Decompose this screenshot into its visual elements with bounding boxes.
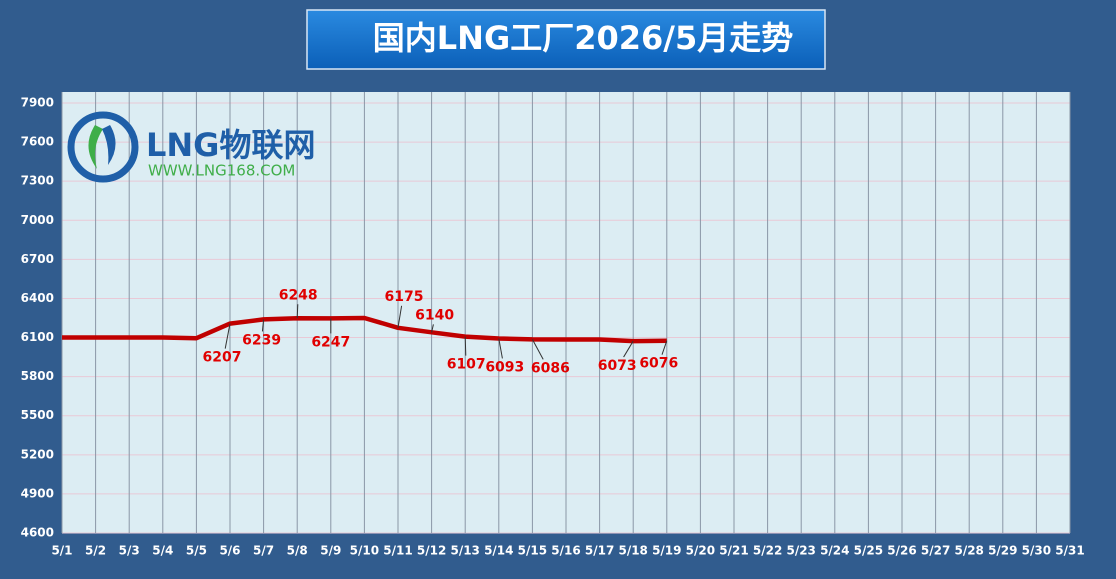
- x-tick-label: 5/6: [219, 544, 240, 558]
- data-label: 6239: [242, 332, 281, 348]
- logo-url: WWW.LNG168.COM: [148, 162, 295, 180]
- data-label: 6093: [485, 359, 524, 375]
- x-tick-label: 5/24: [820, 544, 849, 558]
- leader-line: [397, 305, 403, 328]
- x-tick-label: 5/16: [551, 544, 580, 558]
- series-line: [62, 315, 667, 344]
- logo-ring: [67, 111, 139, 183]
- x-tick-label: 5/18: [618, 544, 647, 558]
- data-label: 6175: [385, 289, 424, 305]
- leader-line: [296, 304, 299, 319]
- leader-line: [431, 324, 434, 333]
- y-tick-label: 7600: [21, 135, 54, 149]
- x-tick-label: 5/31: [1055, 544, 1084, 558]
- data-label: 6247: [311, 334, 350, 350]
- x-tick-label: 5/14: [484, 544, 513, 558]
- leader-line: [498, 338, 503, 359]
- x-tick-label: 5/20: [686, 544, 715, 558]
- x-tick-label: 5/22: [753, 544, 782, 558]
- data-label: 6073: [598, 358, 637, 374]
- leader-line: [623, 340, 634, 358]
- x-tick-label: 5/10: [350, 544, 379, 558]
- data-label: 6207: [203, 350, 242, 366]
- x-tick-label: 5/27: [921, 544, 950, 558]
- x-tick-label: 5/3: [119, 544, 140, 558]
- x-tick-label: 5/30: [1022, 544, 1051, 558]
- x-tick-label: 5/12: [417, 544, 446, 558]
- y-tick-label: 5200: [21, 447, 54, 461]
- x-tick-label: 5/23: [786, 544, 815, 558]
- x-tick-label: 5/19: [652, 544, 681, 558]
- x-tick-label: 5/15: [518, 544, 547, 558]
- x-tick-label: 5/28: [954, 544, 983, 558]
- data-label: 6107: [447, 357, 486, 373]
- data-label: 6140: [415, 307, 454, 323]
- data-label: 6248: [279, 287, 318, 303]
- leader-line: [661, 340, 668, 355]
- y-tick-label: 7300: [21, 174, 54, 188]
- leader-line: [224, 323, 231, 349]
- leader-line: [464, 336, 467, 356]
- x-tick-label: 5/9: [320, 544, 341, 558]
- x-tick-label: 5/13: [450, 544, 479, 558]
- logo-leaf: [102, 125, 116, 165]
- x-tick-label: 5/26: [887, 544, 916, 558]
- x-tick-label: 5/5: [186, 544, 207, 558]
- logo-leaf: [88, 125, 103, 169]
- logo-text: LNG物联网: [146, 126, 315, 164]
- x-tick-label: 5/8: [287, 544, 308, 558]
- x-tick-label: 5/11: [383, 544, 412, 558]
- x-tick-label: 5/2: [85, 544, 106, 558]
- y-tick-label: 4900: [21, 486, 54, 500]
- chart-title: 国内LNG工厂2026/5月走势: [373, 19, 793, 57]
- grid: [61, 92, 1071, 534]
- y-tick-label: 5800: [21, 369, 54, 383]
- x-tick-label: 5/17: [585, 544, 614, 558]
- y-tick-label: 6100: [21, 330, 54, 344]
- y-tick-label: 7000: [21, 213, 54, 227]
- y-tick-label: 4600: [21, 526, 54, 540]
- leader-line: [531, 339, 544, 360]
- data-label: 6086: [531, 360, 570, 376]
- logo: LNG物联网 WWW.LNG168.COM: [67, 111, 315, 183]
- x-tick-label: 5/1: [51, 544, 72, 558]
- x-tick-label: 5/21: [719, 544, 748, 558]
- x-tick-label: 5/4: [152, 544, 173, 558]
- title-box: [306, 9, 826, 70]
- x-tick-label: 5/7: [253, 544, 274, 558]
- y-tick-label: 5500: [21, 408, 54, 422]
- data-label: 6076: [639, 356, 678, 372]
- y-tick-label: 6400: [21, 291, 54, 305]
- x-tick-label: 5/29: [988, 544, 1017, 558]
- x-tick-label: 5/25: [854, 544, 883, 558]
- leader-line: [261, 319, 265, 332]
- y-tick-label: 7900: [21, 96, 54, 110]
- y-tick-label: 6700: [21, 252, 54, 266]
